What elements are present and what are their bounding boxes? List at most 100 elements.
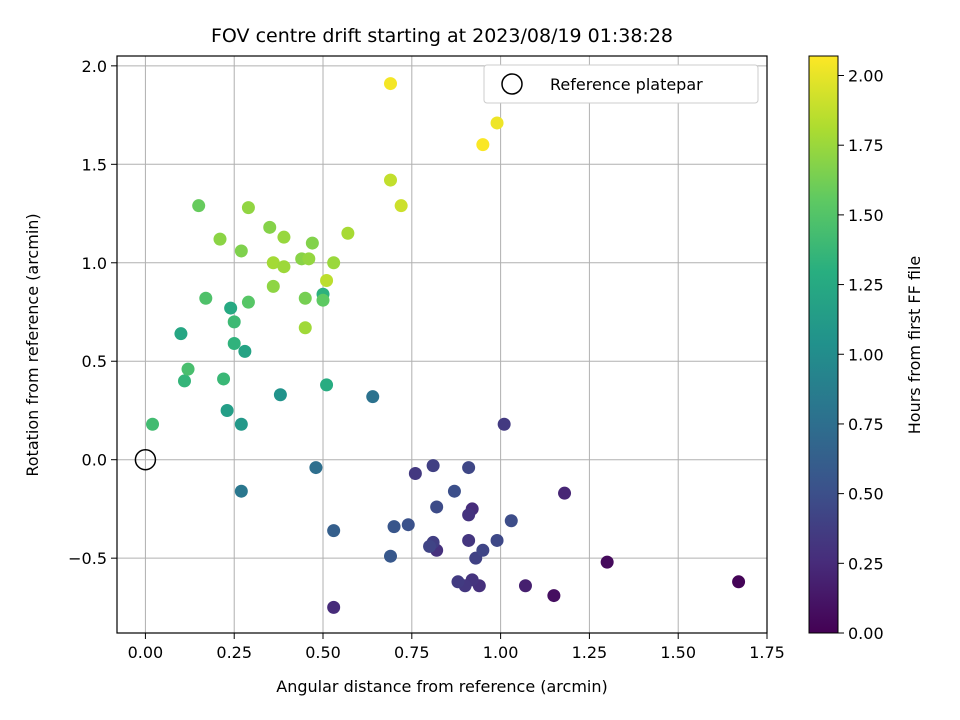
- data-point: [238, 344, 252, 358]
- data-point: [430, 500, 444, 514]
- data-point: [273, 388, 287, 402]
- y-tick-label: 1.5: [82, 155, 107, 174]
- data-point: [241, 201, 255, 215]
- data-point: [266, 279, 280, 293]
- data-point: [192, 199, 206, 213]
- data-point: [224, 301, 238, 315]
- data-point: [234, 244, 248, 258]
- y-tick-label: −0.5: [68, 549, 107, 568]
- x-tick-label: 0.25: [216, 643, 252, 662]
- data-point: [234, 484, 248, 498]
- data-point: [174, 327, 188, 341]
- colorbar-tick-label: 1.50: [848, 206, 884, 225]
- data-point: [366, 390, 380, 404]
- data-point: [451, 575, 465, 589]
- data-point: [518, 579, 532, 593]
- x-tick-label: 1.50: [660, 643, 696, 662]
- colorbar-tick-label: 0.50: [848, 485, 884, 504]
- colorbar-tick-label: 2.00: [848, 67, 884, 86]
- data-point: [227, 337, 241, 351]
- colorbar-tick-label: 0.75: [848, 415, 884, 434]
- data-point: [341, 226, 355, 240]
- x-tick-label: 0.00: [128, 643, 164, 662]
- data-point: [383, 173, 397, 187]
- legend-marker: [501, 73, 523, 95]
- colorbar-tick-label: 1.75: [848, 136, 884, 155]
- data-point: [476, 138, 490, 152]
- data-point: [462, 461, 476, 475]
- data-point: [408, 466, 422, 480]
- data-point: [316, 293, 330, 307]
- y-tick-label: 0.0: [82, 451, 107, 470]
- data-point: [199, 291, 213, 305]
- data-point: [263, 220, 277, 234]
- y-axis-label: Rotation from reference (arcmin): [23, 213, 42, 476]
- data-point: [305, 236, 319, 250]
- data-point: [266, 256, 280, 270]
- data-point: [277, 230, 291, 244]
- x-tick-label: 1.75: [749, 643, 785, 662]
- x-tick-label: 1.25: [572, 643, 608, 662]
- data-point: [476, 543, 490, 557]
- data-point: [298, 321, 312, 335]
- colorbar-gradient: [808, 55, 839, 634]
- data-point: [309, 461, 323, 475]
- data-point: [213, 232, 227, 246]
- x-tick-label: 1.00: [483, 643, 519, 662]
- data-point: [401, 518, 415, 532]
- data-point: [383, 77, 397, 91]
- y-axis-ticks: −0.5 0.0 0.5 1.0 1.5 2.0: [68, 57, 117, 568]
- data-point: [320, 378, 334, 392]
- data-point: [426, 459, 440, 473]
- x-tick-label: 0.75: [394, 643, 430, 662]
- data-point: [383, 549, 397, 563]
- data-point: [558, 486, 572, 500]
- data-point: [220, 403, 234, 417]
- chart-title: FOV centre drift starting at 2023/08/19 …: [211, 25, 673, 47]
- legend-box: [483, 64, 759, 104]
- data-point: [298, 291, 312, 305]
- colorbar-tick-label: 1.25: [848, 276, 884, 295]
- data-point: [241, 295, 255, 309]
- data-point: [423, 539, 437, 553]
- data-point: [327, 256, 341, 270]
- colorbar-label: Hours from first FF file: [905, 256, 924, 435]
- data-point: [497, 417, 511, 431]
- data-point: [387, 520, 401, 534]
- legend: Reference platepar: [483, 64, 759, 104]
- data-point: [504, 514, 518, 528]
- colorbar-tick-label: 1.00: [848, 345, 884, 364]
- data-point: [490, 116, 504, 130]
- data-point: [732, 575, 746, 589]
- colorbar: 0.00 0.25 0.50 0.75 1.00 1.25 1.50 1.75 2.00 Hou…: [808, 55, 924, 643]
- x-axis-label: Angular distance from reference (arcmin): [276, 677, 607, 696]
- data-point: [327, 524, 341, 538]
- y-tick-label: 2.0: [82, 57, 107, 76]
- data-point: [547, 589, 561, 603]
- y-tick-label: 1.0: [82, 254, 107, 273]
- data-points: [146, 77, 746, 614]
- data-point: [234, 417, 248, 431]
- reference-platepar-marker: [134, 448, 157, 471]
- data-point: [302, 252, 316, 266]
- data-point: [177, 374, 191, 388]
- data-point: [320, 273, 334, 287]
- data-point: [227, 315, 241, 329]
- colorbar-tick-label: 0.00: [848, 624, 884, 643]
- y-tick-label: 0.5: [82, 352, 107, 371]
- grid-lines: [117, 56, 768, 633]
- plot-frame: [116, 55, 768, 634]
- data-point: [277, 260, 291, 274]
- data-point: [490, 533, 504, 547]
- data-point: [327, 600, 341, 614]
- colorbar-tick-label: 0.25: [848, 554, 884, 573]
- data-point: [217, 372, 231, 386]
- data-point: [600, 555, 614, 569]
- data-point: [146, 417, 160, 431]
- data-point: [462, 508, 476, 522]
- data-point: [447, 484, 461, 498]
- x-axis-ticks: 0.00 0.25 0.50 0.75 1.00 1.25 1.50 1.75: [128, 633, 785, 662]
- x-tick-label: 0.50: [305, 643, 341, 662]
- data-point: [181, 362, 195, 376]
